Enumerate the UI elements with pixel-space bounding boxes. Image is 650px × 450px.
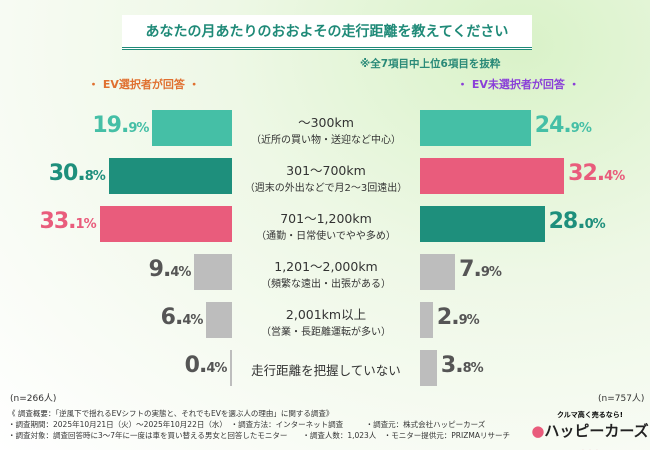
logo-tagline: クルマ高く売るなら! [557,411,623,419]
bar-ev [108,158,232,194]
value-ev: 30.8% [48,161,106,186]
value-non-ev: 3.8% [440,353,484,378]
value-non-ev: 32.4% [568,161,625,186]
category-main: 1,201〜2,000km [274,259,378,274]
chart-row: 19.9% 24.9% 〜300km （近所の買い物・送迎など中心） [0,108,650,148]
category-main: 〜300km [298,115,354,130]
category-label: 2,001km以上 （営業・長距離運転が多い） [232,304,420,338]
bar-ev [152,110,232,146]
bar-non-ev [420,254,456,290]
n-ev: (n=266人) [10,394,57,404]
chart-title: あなたの月あたりのおおよその走行距離を教えてください [122,15,532,50]
category-label: 1,201〜2,000km （頻繁な遠出・出張がある） [232,256,420,290]
category-sub: （頻繁な遠出・出張がある） [261,279,391,290]
logo: クルマ高く売るなら! ●ハッピーカーズ●●● [530,410,650,450]
category-sub: （週末の外出などで月2〜3回遠出） [244,183,408,194]
footer-line: ・調査対象：調査回答時に3〜7年に一度は車を買い替える男女と回答したモニター ・… [8,431,510,440]
value-ev: 9.4% [148,257,192,282]
value-ev: 33.1% [39,209,97,234]
logo-name: ハッピーカーズ [544,422,649,440]
car-icon: ● [531,422,545,440]
chart-row: 30.8% 32.4% 301〜700km （週末の外出などで月2〜3回遠出） [0,156,650,196]
value-non-ev: 28.0% [548,209,606,234]
bar-non-ev [420,206,545,242]
category-main: 2,001km以上 [285,307,367,322]
chart-row: 0.4% 3.8% 走行距離を把握していない [0,348,650,388]
value-non-ev: 2.9% [436,305,480,330]
n-non-ev: (n=757人) [598,394,645,404]
value-ev: 19.9% [92,113,149,138]
legend-non-ev: ・ EV未選択者が回答 ・ [457,78,580,91]
chart-row: 9.4% 7.9% 1,201〜2,000km （頻繁な遠出・出張がある） [0,252,650,292]
chart-row: 6.4% 2.9% 2,001km以上 （営業・長距離運転が多い） [0,300,650,340]
footer-line: ・調査期間：2025年10月21日（火）〜2025年10月22日（水） ・調査方… [8,420,486,429]
bar-ev [99,206,232,242]
chart-row: 33.1% 28.0% 701〜1,200km （通勤・日常使いでやや多め） [0,204,650,244]
survey-footer: 《 調査概要：「逆風下で揺れるEVシフトの実態と、それでもEVを選ぶ人の理由」に… [8,408,510,441]
value-ev: 0.4% [184,353,228,378]
category-label: 701〜1,200km （通勤・日常使いでやや多め） [232,208,420,242]
value-non-ev: 7.9% [459,257,502,282]
category-main: 701〜1,200km [280,211,372,226]
category-main: 走行距離を把握していない [251,363,401,378]
value-non-ev: 24.9% [534,113,592,138]
category-label: 〜300km （近所の買い物・送迎など中心） [232,112,420,146]
bar-ev [194,254,232,290]
category-main: 301〜700km [286,163,366,178]
value-ev: 6.4% [160,305,204,330]
bar-non-ev [420,110,531,146]
category-sub: （営業・長距離運転が多い） [261,327,391,338]
bar-non-ev [420,302,433,338]
category-sub: （近所の買い物・送迎など中心） [251,135,401,146]
category-sub: （通勤・日常使いでやや多め） [256,231,396,242]
bar-non-ev [420,350,437,386]
bar-ev [230,350,232,386]
note: ※全7項目中上位6項目を抜粋 [360,58,501,70]
bar-non-ev [420,158,565,194]
footer-line: 《 調査概要：「逆風下で揺れるEVシフトの実態と、それでもEVを選ぶ人の理由」に… [8,409,334,418]
category-label: 走行距離を把握していない [232,360,420,379]
bar-ev [206,302,232,338]
legend-ev: ・ EV選択者が回答 ・ [88,78,200,91]
category-label: 301〜700km （週末の外出などで月2〜3回遠出） [232,160,420,194]
